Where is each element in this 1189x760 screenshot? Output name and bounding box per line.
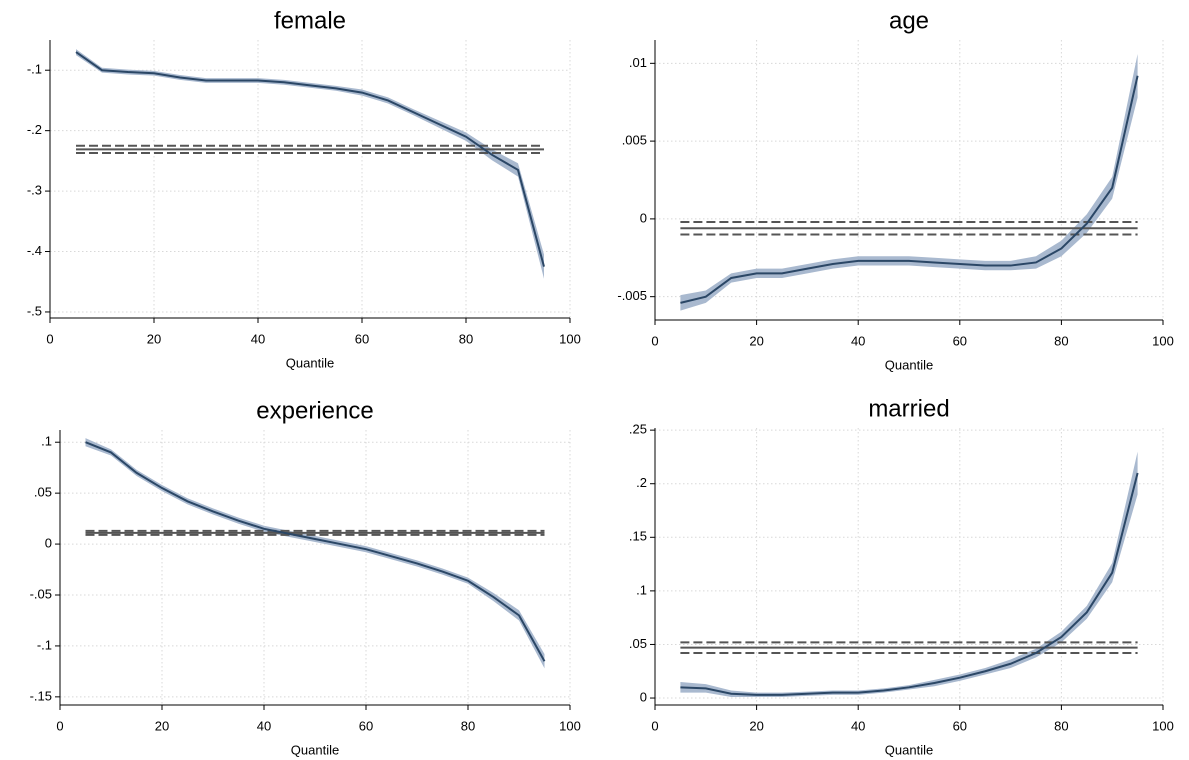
confidence-band	[680, 54, 1138, 311]
chart-title: experience	[256, 397, 373, 424]
x-tick-label: 40	[257, 718, 271, 733]
y-tick-label: 0	[45, 536, 52, 551]
y-tick-label: .15	[629, 529, 647, 544]
panel: female Quantile 0 20 40 60 80 100 -.1 -.2 -.3 -.4 -.…	[27, 7, 581, 370]
y-tick-label: 0	[640, 689, 647, 704]
y-tick-label: .05	[629, 636, 647, 651]
x-tick-label: 0	[46, 331, 53, 346]
panel: experience Quantile 0 20 40 60 80 100 .1 .05 0 -.05…	[30, 397, 581, 757]
panel: married Quantile 0 20 40 60 80 100 0 .05 .1 .15 .2 .2…	[629, 395, 1174, 757]
x-tick-label: 0	[651, 718, 658, 733]
x-tick-label: 100	[559, 331, 581, 346]
y-tick-label: -.1	[37, 637, 52, 652]
chart-title: female	[274, 7, 346, 34]
x-axis-label: Quantile	[885, 742, 933, 757]
y-tick-label: .1	[636, 582, 647, 597]
chart-title: married	[868, 395, 949, 422]
y-tick-label: -.005	[617, 288, 647, 303]
y-tick-label: .01	[629, 55, 647, 70]
chart-title: age	[889, 7, 929, 34]
y-tick-label: .2	[636, 475, 647, 490]
x-axis-label: Quantile	[291, 742, 339, 757]
panel: age Quantile 0 20 40 60 80 100 -.005 0 .005 .01	[617, 7, 1173, 372]
x-tick-label: 80	[1054, 718, 1068, 733]
y-tick-label: -.1	[27, 62, 42, 77]
x-tick-label: 80	[459, 331, 473, 346]
x-axis-label: Quantile	[885, 357, 933, 372]
plot-area	[50, 40, 570, 318]
y-tick-label: .005	[622, 133, 647, 148]
quantile-line	[75, 51, 545, 267]
y-tick-label: 0	[640, 210, 647, 225]
x-tick-label: 60	[953, 718, 967, 733]
y-tick-label: .05	[34, 485, 52, 500]
x-tick-label: 80	[1054, 333, 1068, 348]
x-tick-label: 60	[953, 333, 967, 348]
y-tick-label: -.5	[27, 303, 42, 318]
quantile-line	[85, 441, 546, 662]
y-tick-label: -.3	[27, 183, 42, 198]
x-tick-label: 100	[559, 718, 581, 733]
plot-area	[655, 428, 1163, 705]
x-tick-label: 80	[461, 718, 475, 733]
x-tick-label: 100	[1152, 333, 1174, 348]
x-tick-label: 40	[851, 718, 865, 733]
quantile-line	[680, 472, 1139, 696]
x-tick-label: 0	[56, 718, 63, 733]
y-tick-label: -.15	[30, 688, 52, 703]
y-tick-label: .1	[41, 434, 52, 449]
quantile-line	[680, 75, 1139, 304]
x-tick-label: 20	[749, 333, 763, 348]
y-tick-label: -.2	[27, 122, 42, 137]
y-tick-label: -.4	[27, 243, 42, 258]
x-tick-label: 40	[251, 331, 265, 346]
y-tick-label: -.05	[30, 586, 52, 601]
x-tick-label: 40	[851, 333, 865, 348]
x-tick-label: 100	[1152, 718, 1174, 733]
x-tick-label: 20	[749, 718, 763, 733]
x-tick-label: 20	[155, 718, 169, 733]
y-tick-label: .25	[629, 422, 647, 437]
x-axis-label: Quantile	[286, 355, 334, 370]
x-tick-label: 20	[147, 331, 161, 346]
x-tick-label: 0	[651, 333, 658, 348]
x-tick-label: 60	[359, 718, 373, 733]
x-tick-label: 60	[355, 331, 369, 346]
